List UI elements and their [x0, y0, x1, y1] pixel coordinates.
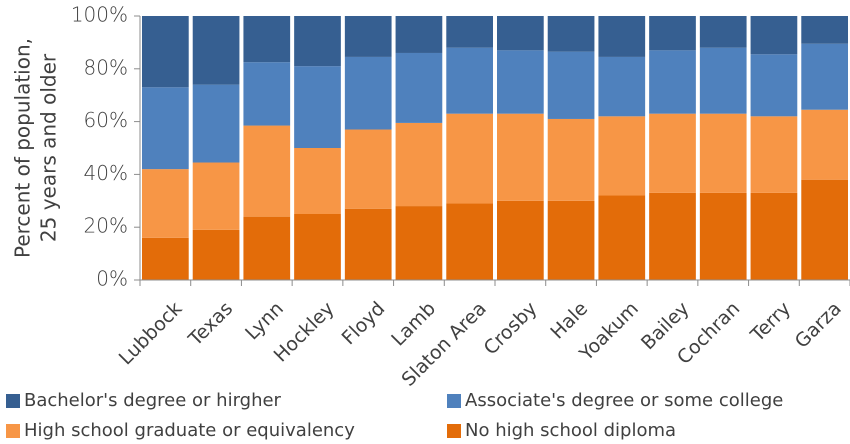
bar-segment: [649, 16, 696, 51]
bar-segment: [344, 208, 392, 280]
bar-segment: [446, 16, 493, 48]
legend-label: Bachelor's degree or hirgher: [24, 390, 282, 411]
bar-segment: [801, 179, 848, 280]
bar-segment: [547, 16, 595, 52]
bar-segment: [395, 122, 443, 207]
y-axis-title: Percent of population, 25 years and older: [11, 38, 61, 258]
bar-segment: [243, 125, 291, 217]
x-category-label: Garza: [791, 298, 846, 353]
bar-segment: [547, 118, 595, 201]
bar-segment: [243, 16, 291, 63]
bar-segment: [344, 16, 392, 57]
bar-segment: [497, 113, 544, 201]
bar-segment: [395, 206, 443, 280]
bar-segment: [649, 192, 696, 280]
y-tick-label: 60%: [84, 108, 128, 132]
y-tick-label: 20%: [84, 214, 128, 238]
legend-label: High school graduate or equivalency: [24, 420, 355, 441]
bar-segment: [801, 43, 848, 110]
x-category-label: Lubbock: [115, 298, 187, 370]
x-category-label: Floyd: [338, 298, 390, 350]
bar-segment: [142, 16, 189, 88]
bars: [142, 16, 848, 280]
bar-segment: [598, 195, 646, 280]
y-axis-title-line: Percent of population,: [11, 38, 35, 258]
bar-segment: [294, 16, 341, 67]
y-tick-label: 0%: [96, 267, 128, 291]
bar-segment: [598, 56, 646, 117]
bar-segment: [192, 162, 240, 230]
bar-segment: [243, 216, 291, 280]
bar-segment: [649, 113, 696, 193]
bar-segment: [395, 52, 443, 123]
bar-segment: [142, 237, 189, 280]
bar-segment: [446, 113, 493, 204]
bar-segment: [294, 148, 341, 214]
bar-segment: [649, 50, 696, 114]
bar-segment: [598, 16, 646, 57]
bar-segment: [446, 203, 493, 280]
bar-segment: [497, 50, 544, 114]
legend-swatch: [6, 424, 20, 438]
bar-segment: [750, 16, 798, 55]
legend: Bachelor's degree or hirgher Associate's …: [6, 390, 783, 441]
legend-swatch: [6, 394, 20, 408]
y-axis-title-line: 25 years and older: [37, 53, 61, 242]
bar-segment: [142, 87, 189, 170]
bar-segment: [699, 16, 747, 48]
bar-segment: [344, 56, 392, 130]
bar-segment: [801, 109, 848, 180]
bar-segment: [497, 200, 544, 280]
x-category-label: Terry: [746, 298, 795, 347]
axes: [139, 16, 850, 286]
bar-segment: [395, 16, 443, 53]
bar-segment: [142, 169, 189, 238]
x-category-label: Texas: [184, 298, 237, 351]
y-tick-label: 40%: [84, 161, 128, 185]
bar-segment: [598, 116, 646, 196]
bar-segment: [294, 66, 341, 148]
x-category-label: Hale: [546, 298, 592, 344]
bar-segment: [344, 129, 392, 209]
bar-segment: [192, 229, 240, 280]
bar-segment: [243, 62, 291, 126]
legend-swatch: [447, 424, 461, 438]
bar-segment: [294, 214, 341, 280]
bar-segment: [547, 200, 595, 280]
x-category-label: Crosby: [480, 298, 542, 360]
y-tick-label: 100%: [71, 3, 128, 27]
bar-segment: [699, 47, 747, 114]
x-category-label: Lynn: [241, 298, 288, 345]
bar-segment: [497, 16, 544, 51]
bar-segment: [699, 113, 747, 193]
bar-segment: [750, 192, 798, 280]
bar-segment: [547, 51, 595, 119]
legend-label: Associate's degree or some college: [465, 390, 783, 411]
bar-segment: [446, 47, 493, 114]
bar-segment: [699, 192, 747, 280]
legend-swatch: [447, 394, 461, 408]
bar-segment: [801, 16, 848, 44]
bar-segment: [750, 54, 798, 117]
y-axis-ticks: 0% 20% 40% 60% 80% 100%: [71, 3, 140, 291]
legend-label: No high school diploma: [465, 420, 676, 441]
y-tick-label: 80%: [84, 55, 128, 79]
bar-segment: [192, 16, 240, 85]
bar-segment: [192, 84, 240, 163]
bar-segment: [750, 116, 798, 193]
